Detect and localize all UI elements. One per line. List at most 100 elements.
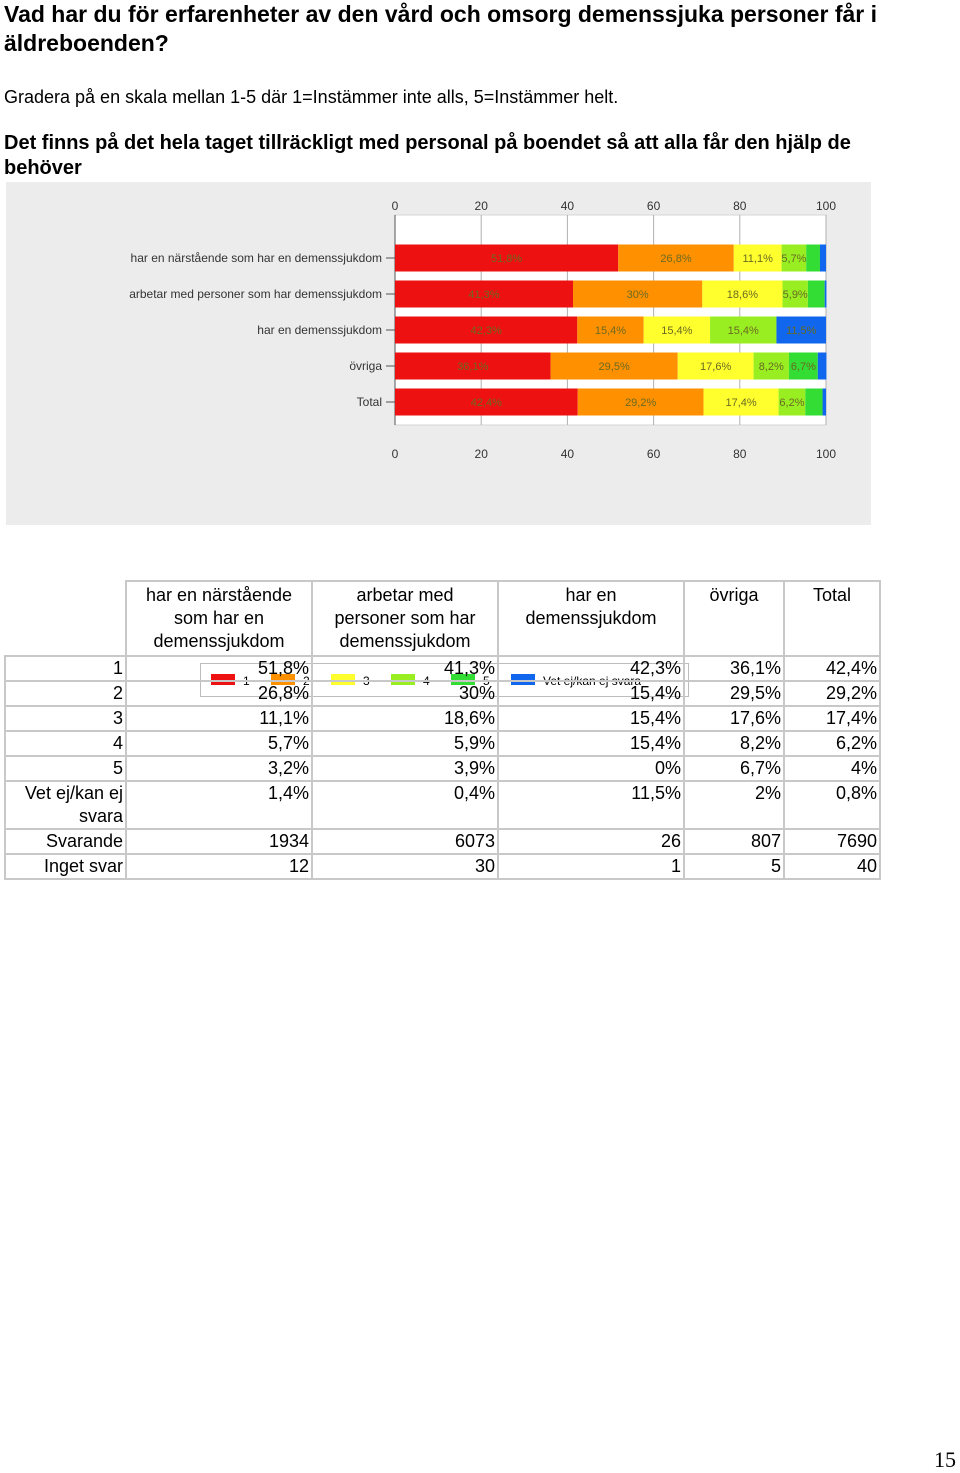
x-tick-label-top: 20 — [475, 199, 489, 213]
results-table: har en närstående som har en demenssjukd… — [4, 580, 881, 880]
data-label: 29,2% — [625, 397, 656, 409]
row-label: 4 — [4, 730, 127, 757]
bar-segment — [776, 316, 826, 344]
survey-question: Det finns på det hela taget tillräckligt… — [4, 132, 851, 179]
bar-segment — [395, 388, 578, 416]
table-cell: 2% — [683, 780, 785, 830]
row-label: 3 — [4, 705, 127, 732]
bar-segment — [753, 352, 789, 380]
scale-instruction: Gradera på en skala mellan 1-5 där 1=Ins… — [4, 87, 619, 107]
table-corner-cell — [5, 581, 126, 656]
table-cell: 5 — [683, 853, 785, 880]
bar-segment — [805, 388, 823, 416]
bar-segment — [807, 280, 825, 308]
data-label: 30% — [627, 289, 649, 301]
table-cell: 1,4% — [125, 780, 313, 830]
table-cell: 30% — [311, 680, 499, 707]
table-cell: 6,2% — [783, 730, 881, 757]
bar-segment — [550, 352, 678, 380]
data-label: 6,7% — [791, 361, 816, 373]
table-cell: 4% — [783, 755, 881, 782]
table-row: 3 11,1% 18,6% 15,4% 17,6% 17,4% — [4, 705, 881, 732]
row-label: Vet ej/kan ej svara — [4, 780, 127, 830]
data-label: 42,4% — [471, 397, 502, 409]
table-cell: 0,8% — [783, 780, 881, 830]
bar-segment — [806, 244, 820, 272]
column-header: arbetar med personer som har demenssjukd… — [311, 580, 499, 657]
table-cell: 42,4% — [783, 655, 881, 682]
page-heading: Vad har du för erfarenheter av den vård … — [4, 1, 878, 56]
bar-segment — [573, 280, 703, 308]
bar-segment — [778, 388, 806, 416]
table-row: 4 5,7% 5,9% 15,4% 8,2% 6,2% — [4, 730, 881, 757]
bar-segment — [733, 244, 782, 272]
data-label: 6,2% — [779, 397, 804, 409]
bar-segment — [395, 316, 578, 344]
bar-segment — [395, 244, 619, 272]
table-cell: 26 — [497, 828, 685, 855]
data-label: 51,8% — [491, 253, 522, 265]
data-label: 36,1% — [457, 361, 488, 373]
row-label: 5 — [4, 755, 127, 782]
x-tick-label-top: 100 — [816, 199, 836, 213]
table-cell: 17,4% — [783, 705, 881, 732]
data-label: 17,4% — [725, 397, 756, 409]
row-label: 2 — [4, 680, 127, 707]
bar-segment — [782, 280, 808, 308]
data-label: 26,8% — [660, 253, 691, 265]
table-cell: 40 — [783, 853, 881, 880]
data-label: 15,4% — [661, 325, 692, 337]
table-cell: 36,1% — [683, 655, 785, 682]
data-label: 5,7% — [781, 253, 806, 265]
table-cell: 42,3% — [497, 655, 685, 682]
table-cell: 11,1% — [125, 705, 313, 732]
table-header-row: har en närstående som har en demenssjukd… — [5, 580, 881, 657]
table-cell: 5,7% — [125, 730, 313, 757]
table-cell: 15,4% — [497, 730, 685, 757]
table-cell: 29,2% — [783, 680, 881, 707]
column-header: övriga — [683, 580, 785, 657]
data-label: 15,4% — [728, 325, 759, 337]
bar-segment — [703, 388, 779, 416]
data-label: 15,4% — [595, 325, 626, 337]
data-label: 17,6% — [700, 361, 731, 373]
category-label: har en demenssjukdom — [257, 323, 382, 337]
bar-segment — [618, 244, 734, 272]
bar-segment — [702, 280, 783, 308]
table-cell: 807 — [683, 828, 785, 855]
chart-svg: 0 0 20 20 40 40 60 60 80 80 100 100 har en närståend… — [129, 199, 836, 461]
table-cell: 3,2% — [125, 755, 313, 782]
x-tick-label-bottom: 0 — [392, 447, 399, 461]
table-cell: 26,8% — [125, 680, 313, 707]
table-cell: 5,9% — [311, 730, 499, 757]
table-row: 2 26,8% 30% 15,4% 29,5% 29,2% — [4, 680, 881, 707]
data-label: 5,9% — [783, 289, 808, 301]
table-cell: 1 — [497, 853, 685, 880]
table-row: Inget svar 12 30 1 5 40 — [4, 853, 881, 880]
table-cell: 1934 — [125, 828, 313, 855]
category-label: Total — [357, 395, 382, 409]
row-label: Svarande — [4, 828, 127, 855]
table-cell: 7690 — [783, 828, 881, 855]
table-row: Svarande 1934 6073 26 807 7690 — [4, 828, 881, 855]
x-tick-label-top: 0 — [392, 199, 399, 213]
stacked-bar-chart: 0 0 20 20 40 40 60 60 80 80 100 100 har en närståend… — [6, 182, 871, 697]
category-label: har en närstående som har en demenssjukd… — [131, 251, 382, 265]
x-tick-label-top: 60 — [647, 199, 661, 213]
bar-segment — [819, 244, 826, 272]
table-cell: 29,5% — [683, 680, 785, 707]
x-tick-label-top: 80 — [733, 199, 747, 213]
x-tick-label-bottom: 60 — [647, 447, 661, 461]
x-tick-label-bottom: 100 — [816, 447, 836, 461]
table-cell: 51,8% — [125, 655, 313, 682]
category-label: arbetar med personer som har demenssjukd… — [129, 287, 382, 301]
data-label: 8,2% — [759, 361, 784, 373]
data-label: 29,5% — [599, 361, 630, 373]
bar-segment — [822, 388, 826, 416]
x-tick-label-bottom: 20 — [475, 447, 489, 461]
row-label: 1 — [4, 655, 127, 682]
table-cell: 6,7% — [683, 755, 785, 782]
bar-segment — [395, 352, 551, 380]
bar-segment — [788, 352, 818, 380]
table-cell: 8,2% — [683, 730, 785, 757]
